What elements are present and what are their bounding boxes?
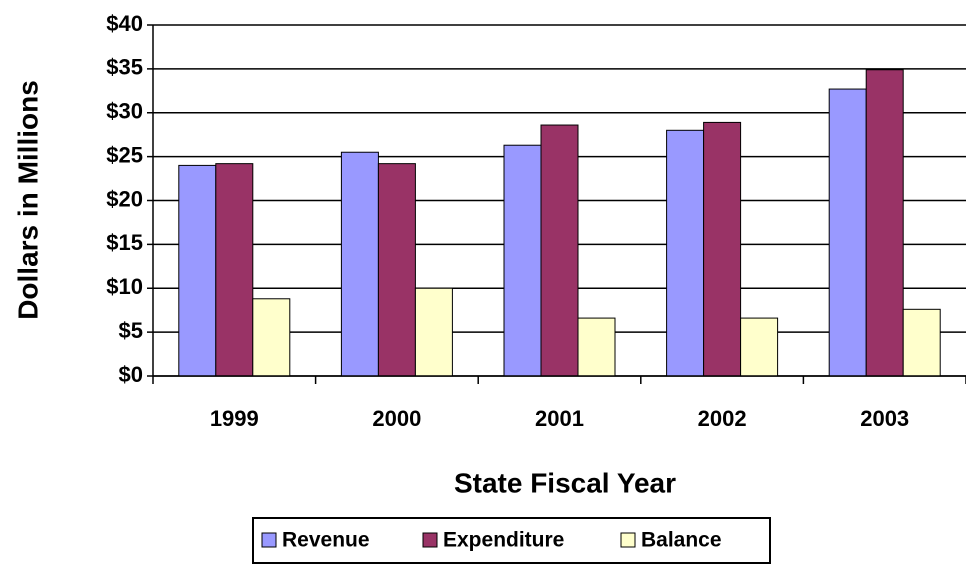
bar: [666, 129, 705, 377]
legend-label: Revenue: [282, 529, 370, 552]
x-axis-title: State Fiscal Year: [454, 467, 676, 498]
bar: [252, 298, 291, 377]
bar: [414, 287, 453, 377]
bar: [740, 317, 779, 377]
bar: [902, 308, 941, 377]
legend-box: [252, 517, 771, 564]
x-tick-label: 2001: [535, 406, 584, 431]
bar: [865, 69, 904, 377]
y-tick-label: $10: [106, 274, 143, 299]
bar: [703, 121, 742, 377]
y-tick-label: $40: [106, 11, 143, 36]
bar: [215, 163, 254, 377]
legend-label: Balance: [641, 529, 722, 552]
legend-swatch: [620, 532, 636, 548]
x-tick-label: 2003: [860, 406, 909, 431]
x-tick-label: 2002: [698, 406, 747, 431]
bar: [178, 164, 217, 377]
bar: [377, 163, 416, 377]
bar: [503, 144, 542, 377]
bar: [828, 88, 867, 377]
y-tick-label: $0: [119, 362, 143, 387]
y-tick-label: $35: [106, 55, 143, 80]
x-tick-label: 1999: [210, 406, 259, 431]
legend-swatch: [422, 532, 438, 548]
x-tick-label: 2000: [372, 406, 421, 431]
y-tick-label: $25: [106, 142, 143, 167]
y-tick-label: $15: [106, 230, 143, 255]
y-tick-label: $20: [106, 186, 143, 211]
y-tick-label: $30: [106, 99, 143, 124]
bar: [340, 151, 379, 377]
legend: Revenue Expenditure Balance: [252, 517, 771, 564]
legend-swatch: [261, 532, 277, 548]
bar: [540, 124, 579, 377]
bar: [577, 317, 616, 377]
y-axis-title: Dollars in Millions: [12, 80, 43, 320]
legend-label: Expenditure: [443, 529, 564, 552]
y-tick-label: $5: [119, 318, 143, 343]
